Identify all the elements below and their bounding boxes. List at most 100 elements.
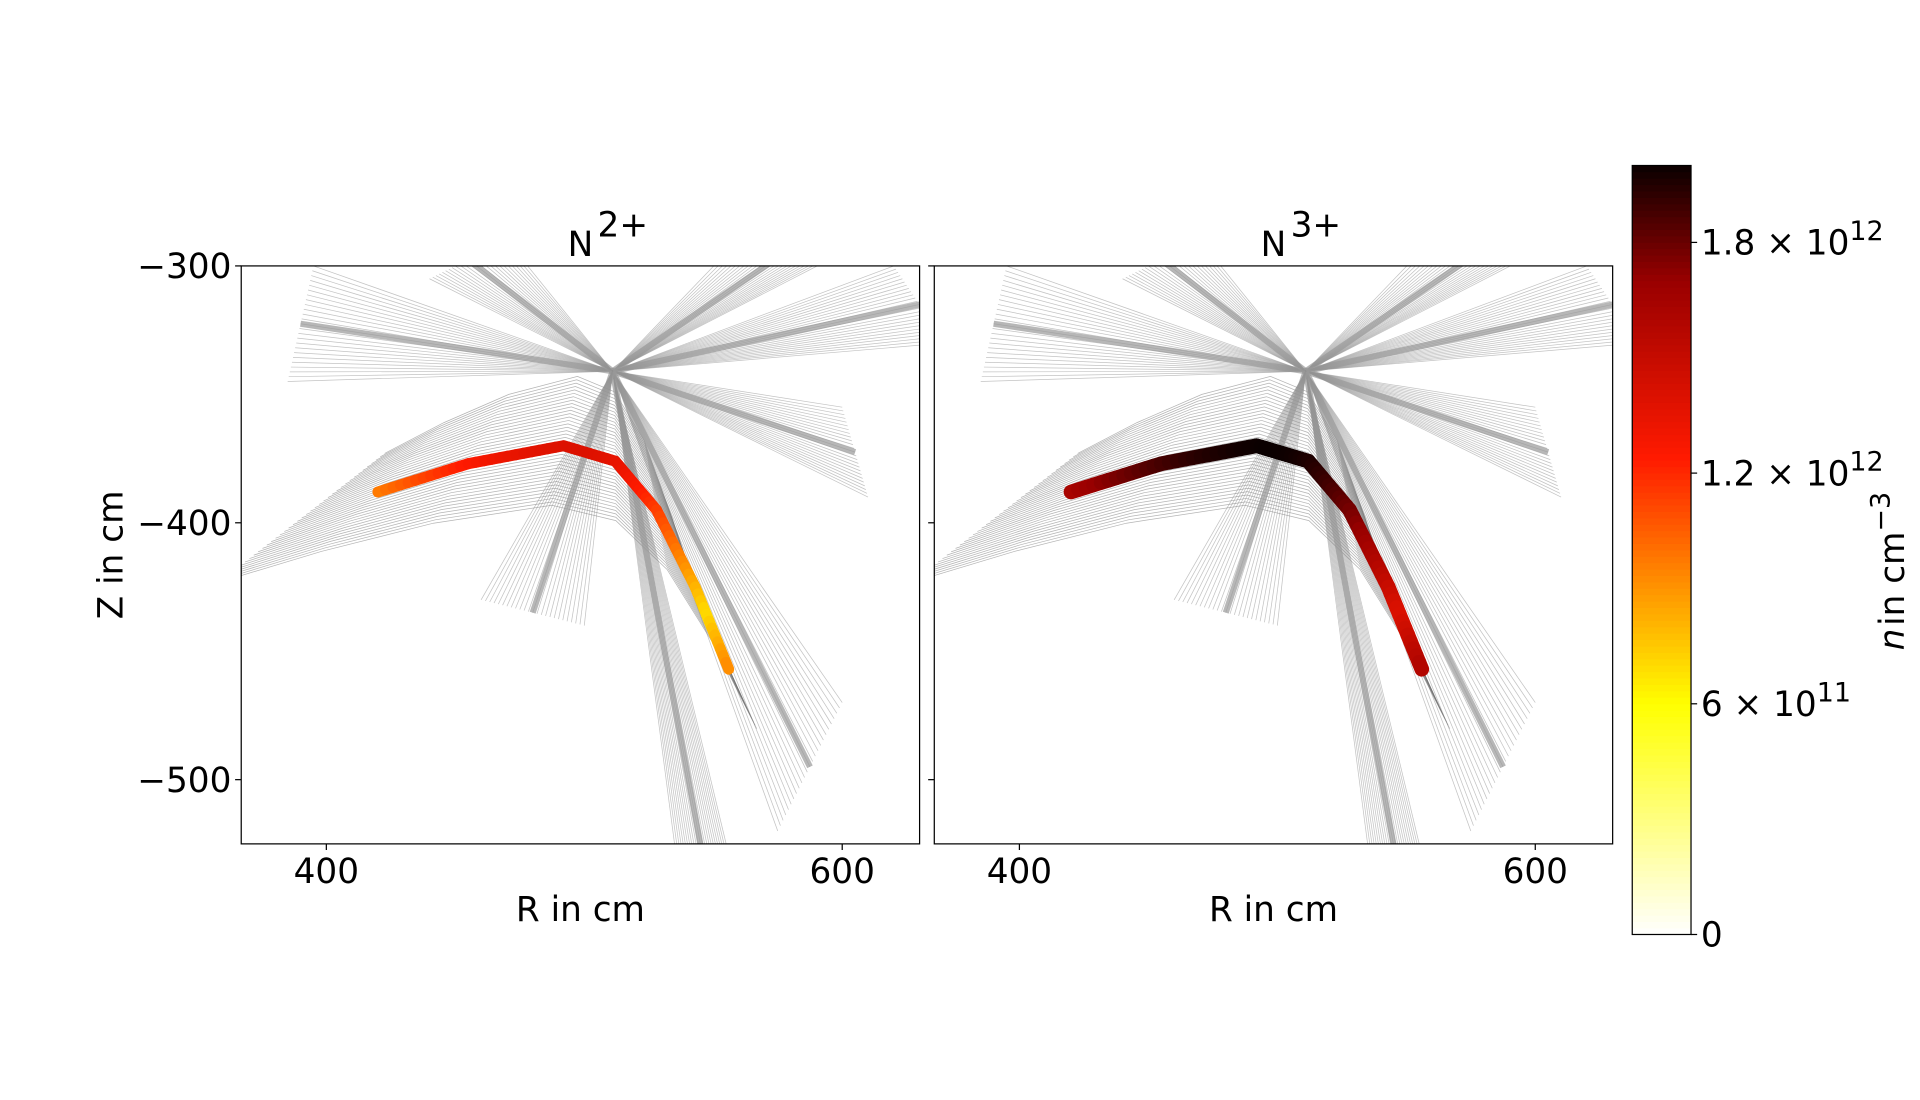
mesh-line [1305,371,1520,735]
mesh-line [432,276,613,372]
mesh-line [1305,370,1537,412]
mesh-line [1305,371,1536,703]
colorbar-cell [1632,722,1692,730]
mesh-line [612,371,843,703]
mesh-line [1212,265,1306,372]
colorbar-cell [1632,780,1692,788]
mesh-line [612,370,864,483]
mesh-line [612,335,920,372]
mesh-line [241,498,754,723]
mesh-line [1251,371,1307,620]
separatrix-leg [611,301,920,375]
colorbar-cell [1632,350,1692,359]
colorbar-cell [1632,568,1692,576]
mesh-line [1305,370,1536,408]
mesh-line [997,304,1306,372]
colorbar-cell [1632,857,1692,865]
colorbar-cell [1632,165,1692,173]
colorbar-cell [1632,530,1692,538]
mesh-line [493,371,613,604]
mesh-line [612,275,901,372]
mesh-line [983,366,1306,372]
colorbar-cell [1632,684,1692,692]
colorbar-cell [1632,517,1692,525]
colorbar-cell [1632,690,1692,698]
mesh-line [1141,268,1306,372]
mesh-line [612,278,903,372]
mesh-line [612,370,868,494]
mesh-line [1005,270,1306,372]
mesh-line [289,370,613,373]
mesh-line [1138,270,1306,372]
colorbar-cell [1632,902,1692,910]
mesh-line [1004,275,1306,372]
colorbar-cell [1632,664,1692,673]
mesh-line [435,275,613,372]
mesh-line [1305,370,1539,419]
mesh-line [571,371,614,623]
mesh-line [612,328,920,372]
colorbar-cell [1632,402,1692,410]
mesh-line [506,371,613,607]
mesh-line [583,371,614,626]
colorbar-cell [1632,549,1692,557]
mesh-line [1002,284,1306,372]
mesh-line [553,371,614,619]
colorbar-tick-label: 1.8 × 1012 [1701,216,1884,264]
colorbar-cell [1632,479,1692,487]
mesh-line [1305,370,1557,483]
mesh-line [579,371,614,625]
colorbar-frame [1631,164,1692,936]
mesh-line [987,352,1306,372]
mesh-line [562,371,614,621]
mesh-line [511,265,613,372]
mesh-line [1305,370,1556,479]
mesh-line [980,370,1306,382]
mesh-line [288,370,613,378]
mesh-line [1305,370,1538,416]
mesh-line [306,294,613,372]
colorbar-cell [1632,729,1692,737]
colorbar-cell [1632,427,1692,436]
colorbar-cell [1632,171,1692,179]
mesh-line [612,265,819,372]
mesh-line [448,268,613,372]
mesh-line [612,370,846,419]
colorbar-cell [1632,190,1692,198]
mesh-line [307,289,613,372]
mesh-line [612,371,824,741]
mesh-line [612,341,920,372]
mesh-line [1305,265,1507,372]
colorbar-cell [1632,421,1692,429]
mesh-line [296,342,613,372]
x-tick-label: 400 [987,852,1052,892]
colorbar-cell [1632,799,1692,807]
mesh-line [241,501,756,726]
mesh-line [313,265,613,372]
mesh-line [612,370,844,412]
mesh-line [485,371,613,602]
colorbar-cell [1632,652,1692,660]
colorbar-cell [1632,767,1692,775]
colorbar-cell [1632,793,1692,801]
separatrix-leg [471,265,615,374]
mesh-line [612,265,728,372]
separatrix-leg [611,368,857,456]
colorbar-cell [1632,882,1692,890]
colorbar-cell [1632,485,1692,493]
mesh-line [566,371,614,622]
mesh-line [1305,325,1613,372]
mesh-line [1305,371,1488,800]
colorbar-cell [1632,370,1692,378]
separatrix-leg [609,370,704,844]
colorbar-cell [1632,709,1692,717]
x-tick-label: 600 [810,852,875,892]
mesh [241,265,920,844]
mesh-line [612,371,797,794]
colorbar-cell [1632,639,1692,647]
mesh-line [480,371,613,601]
mesh-line [1305,268,1590,372]
colorbar-cell [1632,299,1692,307]
colorbar-cell [1632,914,1692,923]
colorbar-cell [1632,318,1692,327]
